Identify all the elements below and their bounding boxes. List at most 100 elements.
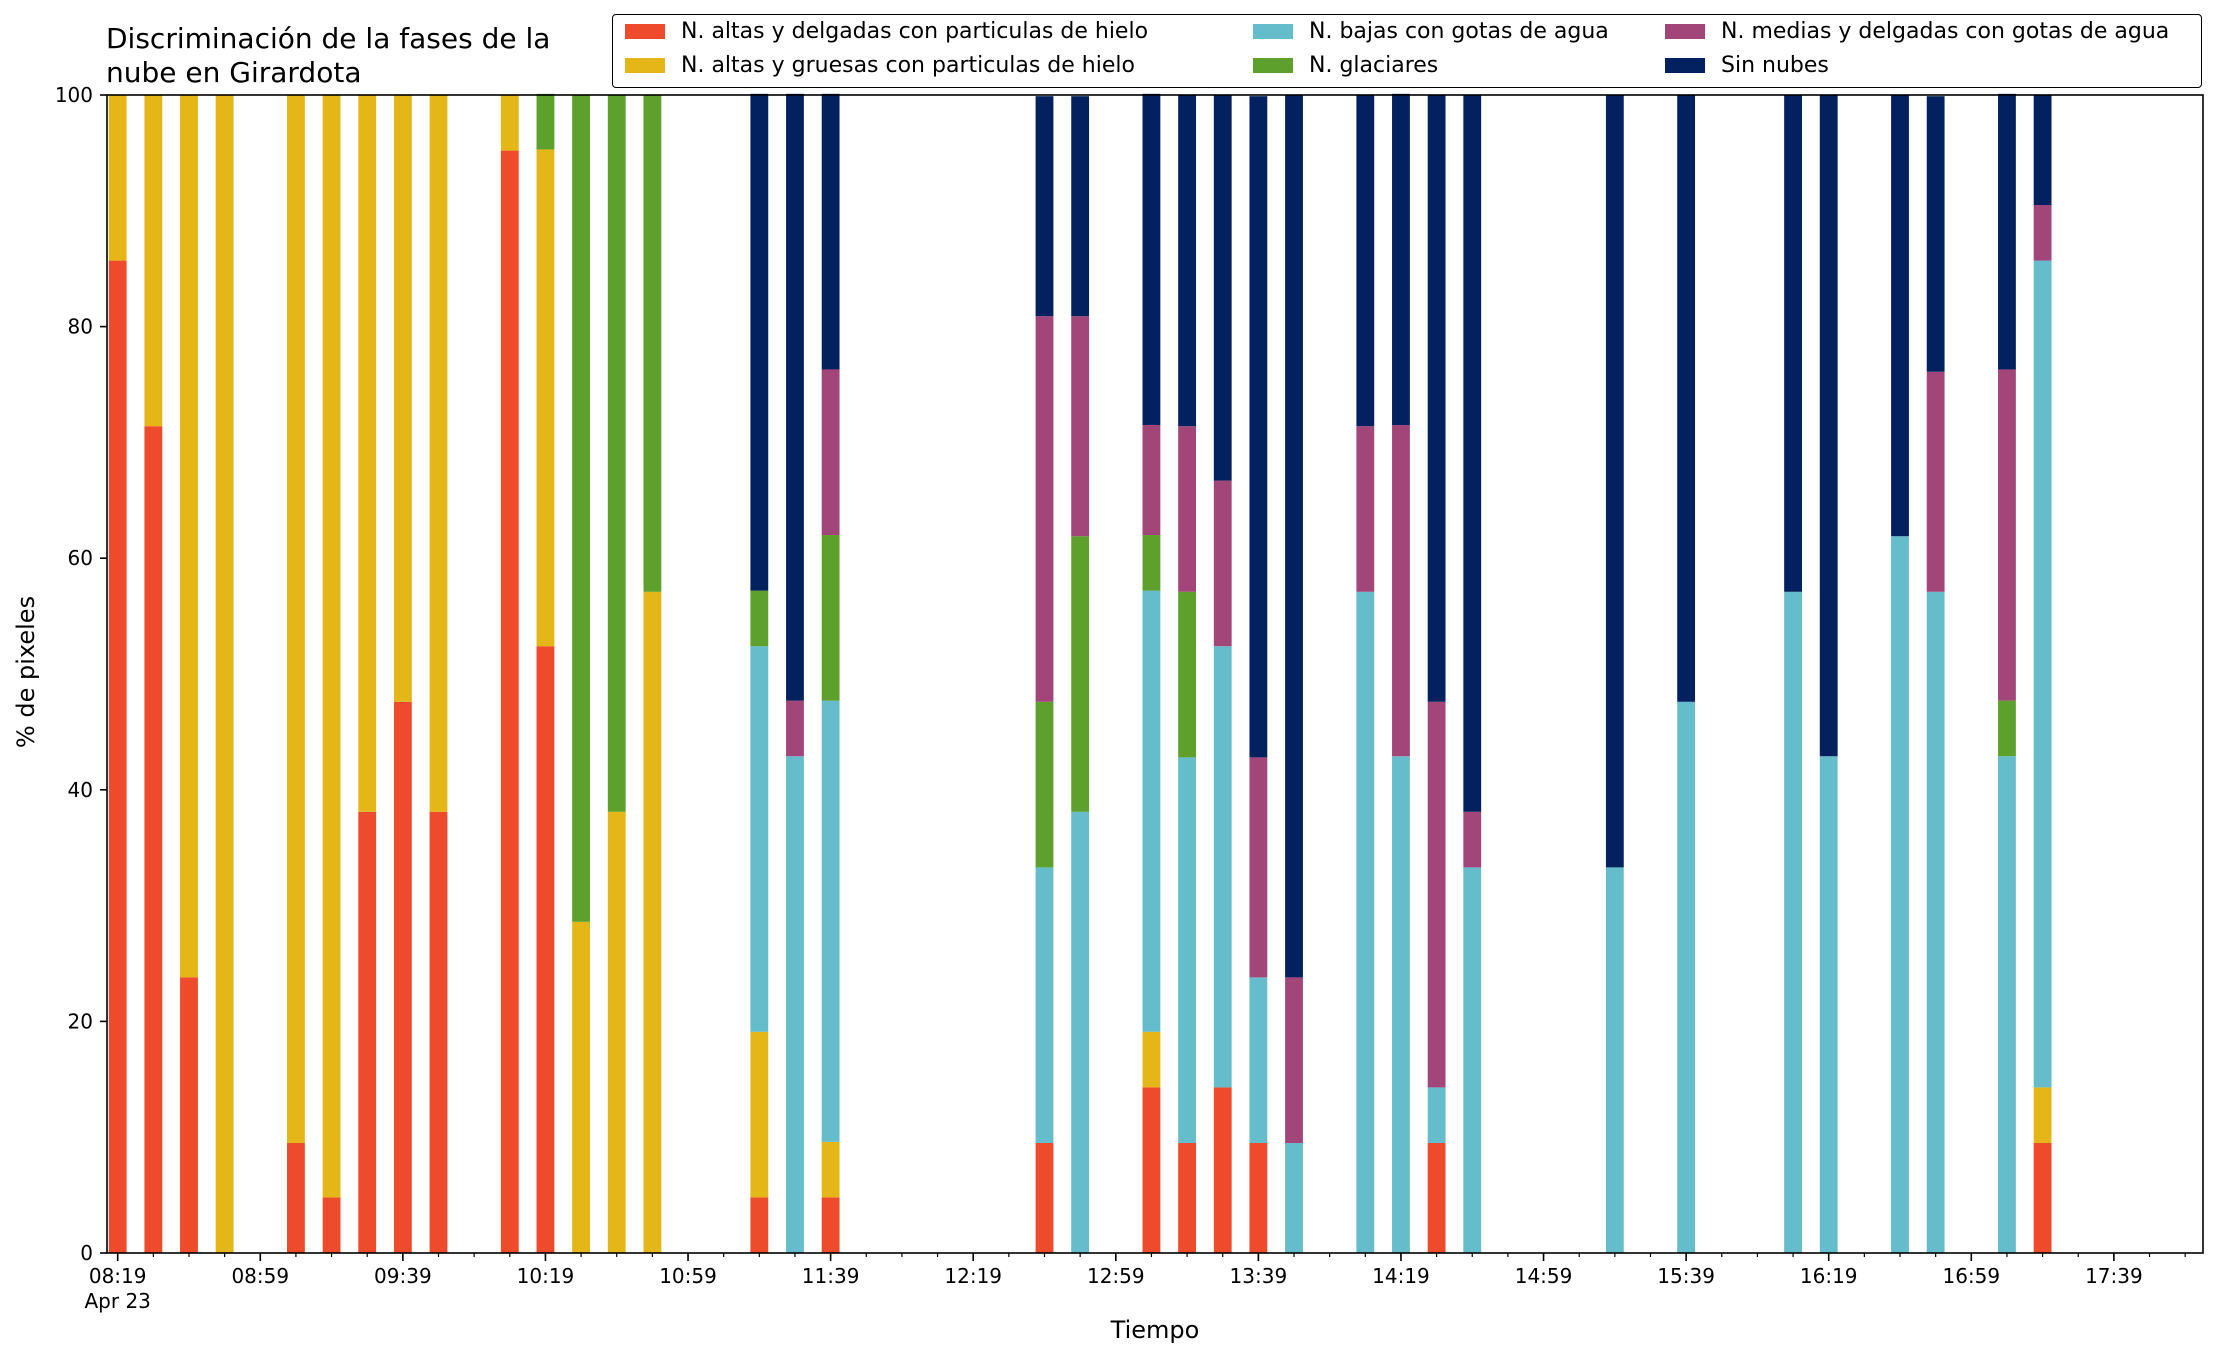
legend-item: N. medias y delgadas con gotas de agua — [1665, 19, 2169, 44]
bar-segment — [1178, 426, 1196, 592]
bar-segment — [1249, 96, 1268, 758]
x-tick-label: 14:19 — [1372, 1264, 1430, 1288]
legend-label: N. medias y delgadas con gotas de agua — [1721, 19, 2170, 44]
bar-segment — [1891, 536, 1909, 1253]
bar-segment — [786, 700, 804, 757]
bar-segment — [1926, 591, 1945, 1253]
bar-segment — [1035, 701, 1054, 868]
legend-swatch — [625, 58, 665, 73]
x-tick-label: 17:39 — [2085, 1264, 2143, 1288]
legend-item: N. altas y gruesas con particulas de hie… — [625, 53, 1135, 78]
bar-segment — [1071, 811, 1090, 1253]
bar-segment — [607, 95, 626, 812]
bar-segment — [2033, 95, 2052, 206]
legend-label: N. altas y gruesas con particulas de hie… — [681, 53, 1135, 78]
bar-segment — [536, 93, 555, 150]
bar-segment — [1142, 93, 1161, 426]
bar-segment — [358, 95, 377, 812]
bar-segment — [500, 95, 519, 151]
bar-segment — [1285, 977, 1303, 1143]
bar-segment — [1249, 977, 1268, 1143]
bar-segment — [1142, 590, 1161, 1032]
bar-segment — [144, 95, 163, 427]
bar-segment — [2033, 205, 2052, 261]
legend-swatch — [1665, 58, 1705, 73]
plot-frame — [106, 94, 2204, 1254]
bar-segment — [358, 811, 377, 1253]
bar-segment — [1035, 316, 1054, 702]
bar-segment — [643, 591, 662, 1253]
bar-segment — [180, 95, 198, 978]
legend-swatch — [1665, 24, 1705, 39]
y-tick-label: 80 — [68, 315, 93, 339]
y-axis-title: % de pixeles — [12, 596, 40, 748]
bar-segment — [393, 701, 412, 1253]
bar-segment — [1213, 480, 1232, 647]
bar-segment — [287, 1142, 305, 1253]
bar-segment — [1071, 316, 1090, 537]
bar-segment — [786, 756, 804, 1253]
bar-segment — [1356, 591, 1375, 1253]
bar-segment — [1605, 95, 1624, 868]
x-tick-label: 15:39 — [1657, 1264, 1715, 1288]
bar-segment — [1427, 701, 1446, 1088]
bar-segment — [643, 95, 662, 592]
bar-segment — [821, 93, 840, 370]
bar-segment — [1142, 535, 1161, 591]
bar-segment — [750, 1197, 769, 1253]
bar-segment — [536, 646, 555, 1253]
x-tick-sublabel: Apr 23 — [84, 1289, 150, 1313]
bar-segment — [1213, 1087, 1232, 1253]
bar-segment — [1427, 1087, 1446, 1143]
legend-swatch — [625, 24, 665, 39]
bar-segment — [607, 811, 626, 1253]
bar-segment — [108, 95, 127, 261]
bar-segment — [2033, 1142, 2052, 1253]
bar-segment — [500, 150, 519, 1254]
x-tick-label: 10:59 — [659, 1264, 717, 1288]
legend-label: N. altas y delgadas con particulas de hi… — [681, 19, 1149, 44]
bar-segment — [1926, 96, 1945, 372]
bar-segment — [322, 1197, 341, 1253]
bar-segment — [108, 260, 127, 1253]
bar-segment — [1463, 95, 1482, 812]
bar-segment — [1392, 425, 1410, 757]
legend-item: N. bajas con gotas de agua — [1253, 19, 1609, 44]
bar-segment — [1998, 756, 2016, 1253]
bar-segment — [1249, 1142, 1268, 1253]
bar-segment — [1819, 756, 1838, 1253]
bar-segment — [1998, 700, 2016, 757]
y-tick-label: 20 — [68, 1009, 93, 1033]
bar-segment — [393, 95, 412, 702]
x-tick-label: 12:59 — [1087, 1264, 1145, 1288]
bar-segment — [1677, 701, 1696, 1253]
x-tick-label: 11:39 — [802, 1264, 860, 1288]
bar-segment — [821, 1141, 840, 1198]
bar-segment — [786, 93, 804, 701]
bar-segment — [1285, 95, 1303, 978]
bar-segment — [1356, 95, 1375, 427]
bar-segment — [1819, 95, 1838, 757]
bar-segment — [1463, 811, 1482, 868]
x-tick-label: 12:19 — [944, 1264, 1002, 1288]
bars-layer — [108, 93, 2052, 1254]
bar-segment — [821, 369, 840, 536]
bar-segment — [180, 977, 198, 1253]
bar-segment — [1784, 591, 1802, 1253]
bar-segment — [1463, 867, 1482, 1253]
bar-segment — [821, 700, 840, 1142]
bar-segment — [1178, 591, 1196, 758]
bar-segment — [1178, 95, 1196, 427]
bar-segment — [1677, 95, 1696, 702]
x-axis-title: Tiempo — [1110, 1316, 1200, 1344]
y-tick-label: 40 — [68, 778, 93, 802]
bar-segment — [750, 590, 769, 647]
bar-segment — [1285, 1142, 1303, 1253]
bar-segment — [1035, 1142, 1054, 1253]
bar-segment — [322, 95, 341, 1198]
bar-segment — [1071, 96, 1090, 317]
x-tick-label: 13:39 — [1230, 1264, 1288, 1288]
bar-segment — [429, 811, 448, 1253]
legend-item: Sin nubes — [1665, 53, 1829, 78]
